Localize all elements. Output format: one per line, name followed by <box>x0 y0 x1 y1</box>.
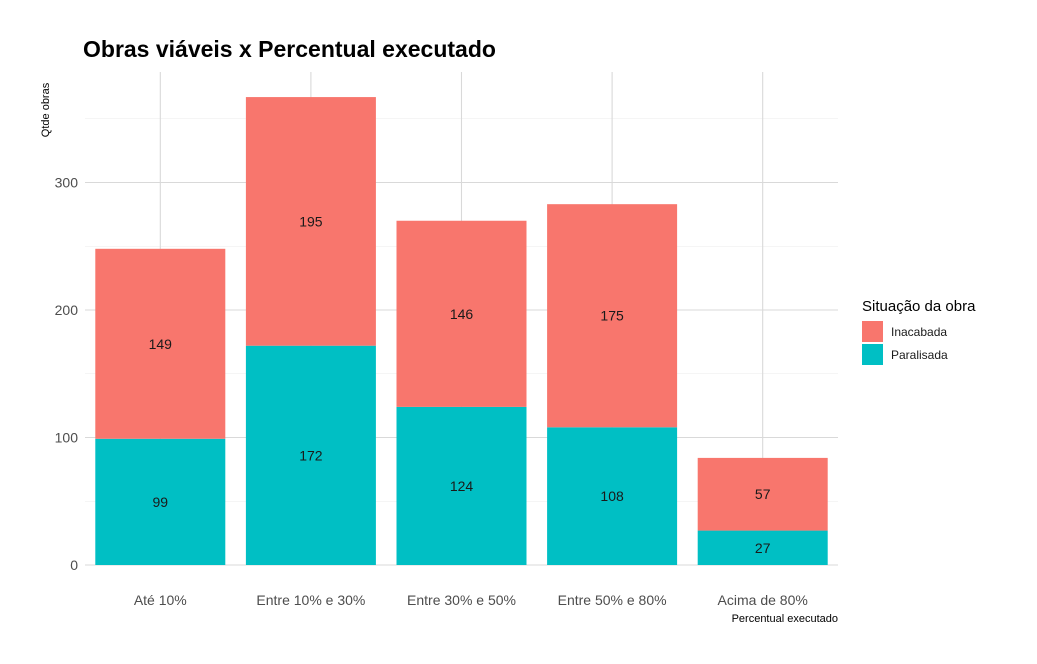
x-tick-label: Acima de 80% <box>718 592 808 608</box>
y-tick-label: 300 <box>55 175 79 191</box>
x-tick-label: Entre 50% e 80% <box>558 592 667 608</box>
y-tick-label: 100 <box>55 430 79 446</box>
bar-paralisada-1 <box>245 345 376 565</box>
chart-title: Obras viáveis x Percentual executado <box>83 36 496 62</box>
legend: Situação da obra Inacabada Paralisada <box>862 298 976 365</box>
bar-inacabada-0 <box>95 248 226 439</box>
legend-label: Inacabada <box>891 325 947 339</box>
data-label: 124 <box>450 478 474 494</box>
bar-paralisada-4 <box>697 530 828 565</box>
data-label: 172 <box>299 447 323 463</box>
legend-title: Situação da obra <box>862 298 976 315</box>
legend-key-inacabada <box>862 321 883 342</box>
bar-paralisada-3 <box>547 427 678 565</box>
bars <box>95 97 828 565</box>
x-tick-label: Até 10% <box>134 592 187 608</box>
x-tick-label: Entre 10% e 30% <box>256 592 365 608</box>
bar-labels: 99 172 124 108 27 149 195 146 175 57 <box>149 213 771 555</box>
data-label: 195 <box>299 213 323 229</box>
data-label: 27 <box>755 540 771 556</box>
data-label: 57 <box>755 486 771 502</box>
bar-inacabada-4 <box>697 457 828 531</box>
data-label: 146 <box>450 306 474 322</box>
bar-inacabada-3 <box>547 204 678 428</box>
x-axis-title: Percentual executado <box>732 613 838 625</box>
data-label: 99 <box>153 494 169 510</box>
bar-paralisada-0 <box>95 438 226 565</box>
y-tick-labels: 0 100 200 300 <box>55 175 79 574</box>
x-tick-labels: Até 10% Entre 10% e 30% Entre 30% e 50% Ent… <box>134 592 808 608</box>
y-tick-label: 200 <box>55 302 79 318</box>
data-label: 149 <box>149 336 173 352</box>
data-label: 108 <box>600 488 624 504</box>
legend-label: Paralisada <box>891 348 948 362</box>
bar-inacabada-1 <box>245 97 376 346</box>
y-tick-label: 0 <box>70 557 78 573</box>
bar-paralisada-2 <box>396 406 527 565</box>
legend-key-paralisada <box>862 344 883 365</box>
bar-inacabada-2 <box>396 220 527 407</box>
data-label: 175 <box>600 308 624 324</box>
x-tick-label: Entre 30% e 50% <box>407 592 516 608</box>
y-axis-title: Qtde obras <box>40 82 52 137</box>
